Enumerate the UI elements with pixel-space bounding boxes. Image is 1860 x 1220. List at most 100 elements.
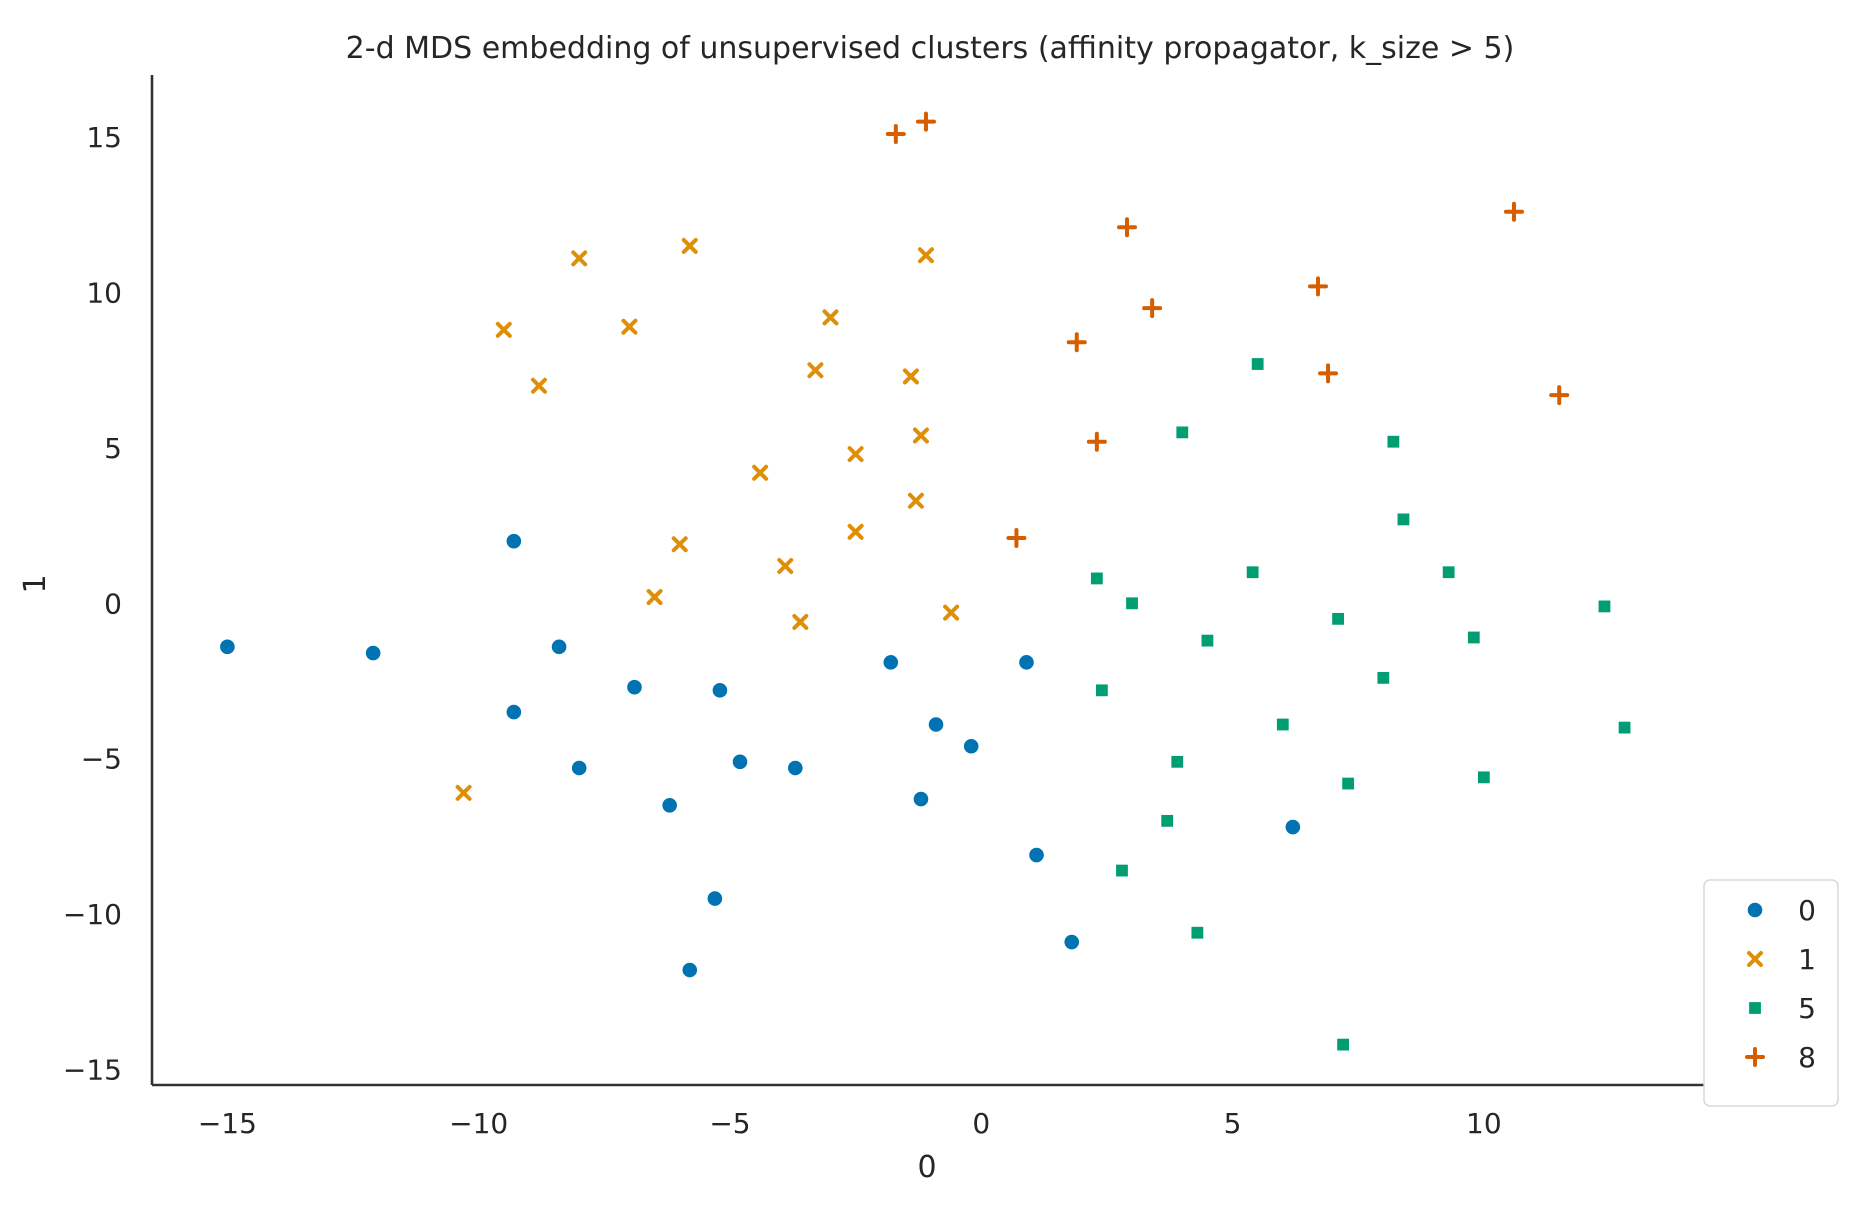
series-1-point: [571, 250, 588, 267]
legend-box: [1703, 879, 1839, 1107]
series-1-point: [752, 464, 769, 481]
axes-layer: [150, 75, 1710, 1087]
legend-label: 1: [1798, 943, 1816, 976]
series-0-point: [1063, 933, 1081, 951]
series-5-point: [1341, 776, 1356, 791]
series-0-point: [570, 759, 588, 777]
series-5-point: [1330, 611, 1346, 626]
series-1-point: [822, 309, 839, 326]
legend-label: 8: [1798, 1041, 1816, 1074]
series-1-point: [621, 318, 638, 335]
series-8-point: [1066, 332, 1087, 353]
series-8-point: [1142, 298, 1163, 319]
series-5-point: [1597, 599, 1612, 614]
legend-label: 0: [1798, 894, 1816, 927]
series-1-point: [530, 377, 547, 394]
series-1-point: [777, 558, 794, 575]
series-5-point: [1376, 670, 1391, 685]
x-tick-label: 10: [1466, 1107, 1502, 1140]
series-5-point: [1114, 863, 1130, 878]
series-5-point: [1466, 630, 1481, 645]
series-0-point: [706, 889, 724, 908]
y-tick-label: −10: [63, 898, 122, 931]
series-0-point: [1017, 653, 1036, 672]
chart-title: 2-d MDS embedding of unsupervised cluste…: [346, 31, 1515, 66]
series-1-point: [902, 368, 919, 385]
x-tick-label: 5: [1224, 1107, 1242, 1140]
series-0-point: [660, 796, 679, 815]
series-5-point: [1441, 565, 1456, 580]
series-5-point: [1175, 425, 1190, 440]
y-tick-label: 0: [104, 587, 122, 620]
legend-label: 5: [1798, 992, 1816, 1025]
series-8-point: [1086, 431, 1107, 452]
x-tick-label: −15: [198, 1107, 257, 1140]
x-tick-label: −5: [709, 1107, 750, 1140]
series-0-point: [927, 715, 945, 734]
series-5-point: [1245, 565, 1260, 580]
series-8-point: [915, 111, 936, 132]
series-1-point: [943, 604, 960, 621]
series-1-point: [495, 321, 512, 338]
y-tick-label: 10: [86, 277, 122, 310]
series-8-point: [1318, 363, 1339, 384]
series-8-point: [1503, 201, 1524, 222]
legend-marker-1: [1747, 951, 1763, 967]
series-1-point: [681, 237, 698, 254]
ticks-layer: −15 −10 −5 0 5 10 −15 −10 −5 0 5 10 15: [63, 121, 1502, 1140]
series-8-point: [1117, 217, 1138, 238]
series-0-point: [505, 532, 523, 550]
series-5-point: [1190, 925, 1205, 940]
series-8-point: [1549, 385, 1570, 406]
series-1-point: [455, 784, 472, 801]
y-tick-label: 15: [86, 121, 122, 154]
series-0-point: [731, 753, 749, 771]
y-tick-label: 5: [104, 432, 122, 465]
series-1-point: [646, 589, 663, 606]
series-5-point: [1396, 512, 1411, 527]
legend-marker-0: [1746, 901, 1764, 919]
series-1-point: [847, 523, 864, 540]
y-axis-label: 1: [18, 574, 53, 593]
points-layer: [218, 111, 1632, 1052]
y-tick-label: −5: [81, 743, 122, 776]
series-5-point: [1476, 770, 1491, 785]
series-1-point: [807, 362, 824, 379]
series-0-point: [882, 653, 900, 672]
series-5-point: [1170, 754, 1185, 769]
series-5-point: [1089, 571, 1104, 586]
x-tick-label: −10: [449, 1107, 508, 1140]
y-tick-label: −15: [63, 1053, 122, 1086]
legend-marker-5: [1747, 1000, 1763, 1016]
series-1-point: [917, 247, 934, 264]
series-5-point: [1336, 1037, 1351, 1052]
series-1-point: [671, 536, 688, 553]
x-tick-label: 0: [972, 1107, 990, 1140]
series-8-point: [1006, 528, 1027, 549]
series-1-point: [912, 427, 929, 444]
series-0-point: [962, 737, 980, 755]
series-0-point: [550, 638, 568, 656]
series-0-point: [681, 961, 699, 979]
series-0-point: [1284, 818, 1302, 836]
series-0-point: [625, 678, 644, 696]
series-5-point: [1160, 813, 1175, 828]
series-0-point: [1027, 846, 1046, 864]
series-0-point: [505, 703, 523, 721]
series-8-point: [1307, 276, 1328, 297]
series-5-point: [1386, 434, 1401, 449]
series-5-point: [1617, 720, 1632, 735]
series-5-point: [1124, 596, 1140, 611]
series-1-point: [907, 492, 924, 509]
series-1-point: [792, 613, 809, 630]
series-0-point: [364, 644, 382, 662]
series-1-point: [847, 446, 864, 463]
x-axis-label: 0: [917, 1150, 936, 1185]
series-5-point: [1200, 633, 1215, 648]
series-0-point: [711, 681, 729, 700]
series-5-point: [1250, 356, 1265, 372]
series-0-point: [786, 759, 805, 777]
series-5-point: [1275, 717, 1290, 732]
